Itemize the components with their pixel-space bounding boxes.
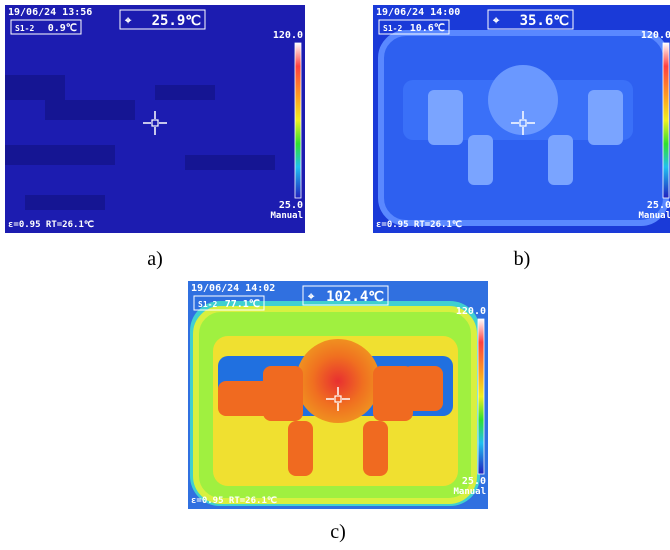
colorbar — [295, 43, 301, 198]
part — [468, 135, 493, 185]
mode: Manual — [638, 211, 670, 221]
timestamp: 19/06/24 14:02 — [191, 283, 275, 294]
delta-label: S1-2 — [198, 300, 217, 309]
caption: b) — [514, 248, 531, 270]
spot-icon: ⌖ — [307, 290, 315, 303]
colorbar — [478, 319, 484, 474]
motor — [488, 65, 558, 135]
part — [403, 366, 443, 411]
scale-min: 25.0 — [647, 200, 670, 211]
mode: Manual — [270, 211, 303, 221]
thermal-panel: 19/06/24 13:56 S1-2 0.9℃ ⌖ 25.9℃ 120.0 25.0Man… — [5, 5, 305, 233]
part — [548, 135, 573, 185]
scale-max: 120.0 — [456, 306, 486, 317]
spot-value: 102.4℃ — [326, 289, 384, 305]
spot-value: 35.6℃ — [520, 13, 570, 29]
figure: 19/06/24 13:56S1-20.9℃⌖25.9℃120.025.0Man… — [0, 0, 670, 550]
status: ε=0.95 RT=26.1℃ — [376, 219, 462, 230]
thermal-panel: 19/06/24 14:00 S1-2 10.6℃ ⌖ 35.6℃ 120.0 25.0Ma… — [373, 5, 670, 233]
timestamp: 19/06/24 13:56 — [8, 7, 92, 18]
status: ε=0.95 RT=26.1℃ — [8, 219, 94, 230]
shadow — [5, 75, 65, 100]
scale-max: 120.0 — [273, 30, 303, 41]
part — [588, 90, 623, 145]
delta-label: S1-2 — [15, 24, 34, 33]
spot-icon: ⌖ — [124, 14, 132, 27]
shadow — [25, 195, 105, 210]
shadow — [155, 85, 215, 100]
part — [363, 421, 388, 476]
scale-min: 25.0 — [279, 200, 303, 211]
shadow — [185, 155, 275, 170]
mode: Manual — [453, 487, 486, 497]
shadow — [5, 145, 115, 165]
shadow — [45, 100, 135, 120]
part — [288, 421, 313, 476]
part — [263, 366, 303, 421]
delta-value: 10.6℃ — [410, 23, 445, 34]
scale-min: 25.0 — [462, 476, 486, 487]
timestamp: 19/06/24 14:00 — [376, 7, 460, 18]
delta-value: 77.1℃ — [225, 299, 260, 310]
caption: a) — [147, 248, 163, 270]
status: ε=0.95 RT=26.1℃ — [191, 495, 277, 506]
spot-value: 25.9℃ — [152, 13, 202, 29]
thermal-panel: 19/06/24 14:02 S1-2 77.1℃ ⌖ 102.4℃ 120.0 25.0M… — [188, 281, 488, 509]
colorbar — [663, 43, 669, 198]
scale-max: 120.0 — [641, 30, 670, 41]
caption: c) — [330, 521, 346, 543]
delta-value: 0.9℃ — [48, 23, 77, 34]
spot-icon: ⌖ — [492, 14, 500, 27]
part — [428, 90, 463, 145]
delta-label: S1-2 — [383, 24, 402, 33]
